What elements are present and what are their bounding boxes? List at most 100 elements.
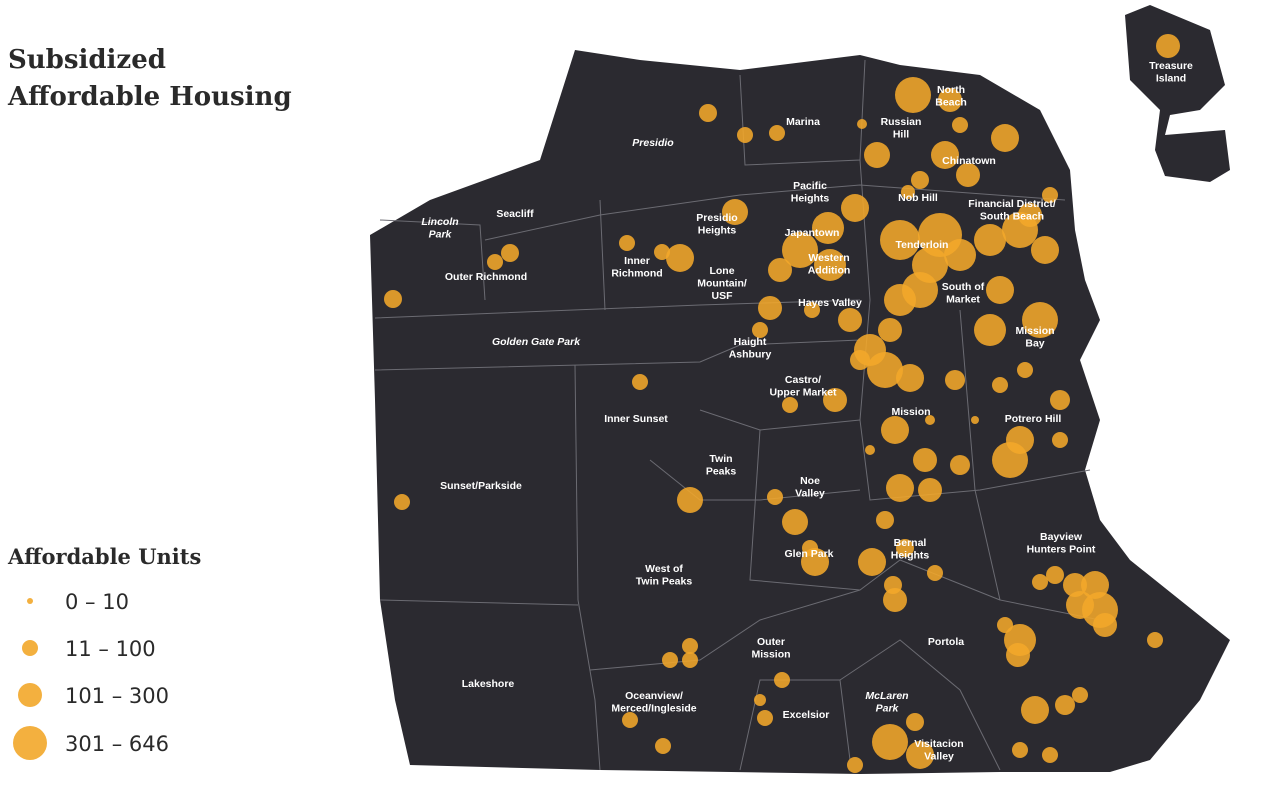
neighborhood-label: South of [942, 281, 985, 293]
neighborhood-label: Oceanview/ [625, 690, 683, 702]
housing-site [1081, 571, 1109, 599]
neighborhood-label: Heights [698, 225, 737, 237]
housing-site [886, 474, 914, 502]
neighborhood-label: Island [1156, 73, 1186, 85]
legend-symbol [18, 683, 42, 707]
neighborhood-label: Hayes Valley [798, 297, 862, 309]
title-line: Subsidized [8, 45, 166, 75]
housing-site [911, 171, 929, 189]
neighborhood-label: Golden Gate Park [492, 336, 581, 348]
neighborhood-label: Noe [800, 475, 820, 487]
neighborhood-label: Russian [881, 116, 922, 128]
neighborhood-label: Park [429, 229, 453, 241]
housing-site [974, 314, 1006, 346]
housing-site [682, 638, 698, 654]
neighborhood-label: Lincoln [421, 216, 458, 228]
neighborhood-label: West of [645, 563, 683, 575]
housing-site [814, 249, 846, 281]
housing-site [992, 377, 1008, 393]
neighborhood-label: Lone [709, 265, 734, 277]
housing-site [654, 244, 670, 260]
housing-site [1050, 390, 1070, 410]
housing-site [699, 104, 717, 122]
neighborhood-label: Heights [791, 193, 830, 205]
neighborhood-label: Treasure [1149, 60, 1193, 72]
housing-site [662, 652, 678, 668]
housing-site [1046, 566, 1064, 584]
boundaries [374, 59, 1101, 771]
housing-site [768, 258, 792, 282]
island-land [1125, 5, 1230, 182]
legend-label: 101 – 300 [65, 684, 169, 708]
housing-site [858, 548, 886, 576]
housing-site [812, 212, 844, 244]
neighborhood-label: Castro/ [785, 374, 821, 386]
housing-site [1156, 34, 1180, 58]
neighborhood-label: Inner [624, 255, 650, 267]
housing-site [945, 370, 965, 390]
neighborhood-label: Merced/Ingleside [611, 703, 696, 715]
legend-symbol [27, 598, 33, 604]
neighborhood-label: Hill [893, 129, 909, 141]
housing-site [1066, 591, 1094, 619]
housing-site [847, 757, 863, 773]
neighborhood-label: Ashbury [729, 349, 772, 361]
housing-site [622, 712, 638, 728]
housing-site [872, 724, 908, 760]
neighborhood-label: Potrero Hill [1005, 413, 1062, 425]
housing-site [632, 374, 648, 390]
neighborhood-label: Market [946, 294, 980, 306]
city-land [370, 50, 1230, 774]
housing-site [992, 442, 1028, 478]
neighborhood-label: Outer [757, 636, 785, 648]
housing-site [804, 302, 820, 318]
housing-site [1042, 187, 1058, 203]
housing-site [666, 244, 694, 272]
housing-site [487, 254, 503, 270]
neighborhood-label: Financial District/ [968, 198, 1056, 210]
neighborhood-label: Bernal [894, 537, 927, 549]
housing-site [956, 163, 980, 187]
neighborhood-label: Pacific [793, 180, 827, 192]
neighborhood-label: Chinatown [942, 155, 996, 167]
housing-site [758, 296, 782, 320]
housing-site [906, 741, 934, 769]
housing-site [918, 478, 942, 502]
neighborhood-label: Valley [924, 751, 954, 763]
housing-site [878, 318, 902, 342]
housing-site [1052, 432, 1068, 448]
housing-site [838, 308, 862, 332]
neighborhood-label: Portola [928, 636, 964, 648]
housing-site [896, 364, 924, 392]
neighborhood-label: Heights [891, 550, 930, 562]
housing-site [896, 539, 914, 557]
neighborhood-label: Mission [1015, 325, 1054, 337]
housing-site [1006, 643, 1030, 667]
housing-site [655, 738, 671, 754]
housing-site [944, 239, 976, 271]
neighborhood-label: Mission [891, 406, 930, 418]
neighborhood-label: Twin [709, 453, 732, 465]
legend-symbol [13, 726, 47, 760]
housing-site [950, 455, 970, 475]
housing-site [619, 235, 635, 251]
neighborhood-label: Mountain/ [697, 278, 747, 290]
housing-site [850, 350, 870, 370]
housing-site [881, 416, 909, 444]
housing-site [1055, 695, 1075, 715]
housing-site [394, 494, 410, 510]
housing-site [938, 88, 962, 112]
neighborhood-label: Glen Park [784, 548, 833, 560]
housing-site [1147, 632, 1163, 648]
neighborhood-label: Hunters Point [1027, 544, 1096, 556]
housing-site [682, 652, 698, 668]
housing-site [857, 119, 867, 129]
housing-site [895, 77, 931, 113]
legend-label: 0 – 10 [65, 590, 129, 614]
housing-site [927, 565, 943, 581]
neighborhood-label: Lakeshore [462, 678, 515, 690]
housing-site [754, 694, 766, 706]
housing-site [925, 415, 935, 425]
housing-site [974, 224, 1006, 256]
